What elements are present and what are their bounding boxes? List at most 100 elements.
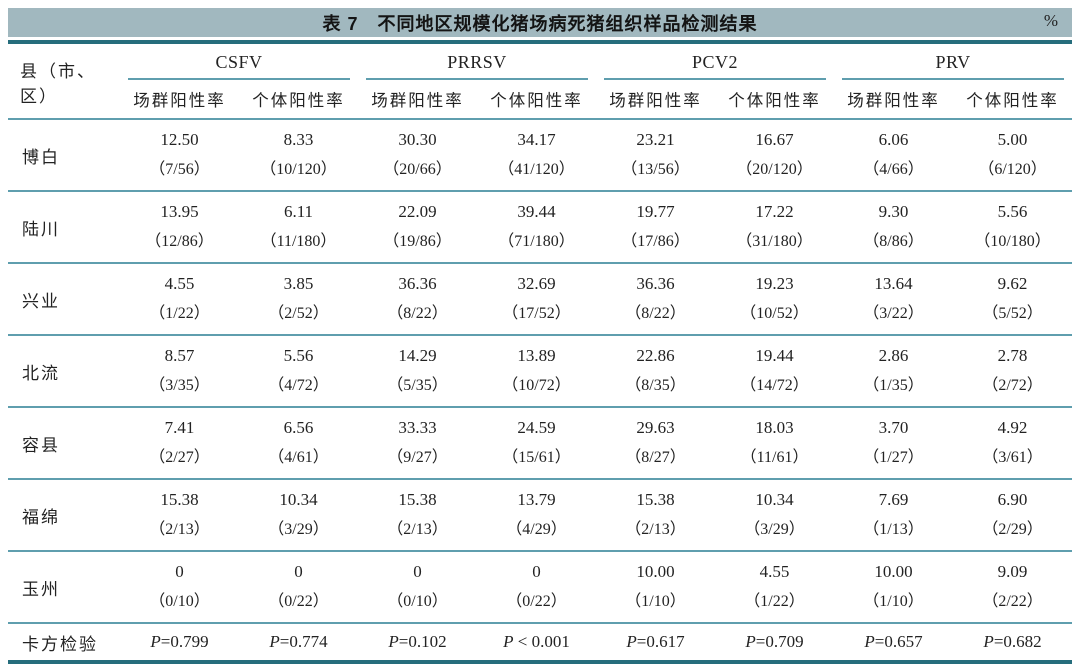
data-cell: 19.44 （14/72） (715, 335, 835, 408)
data-cell: 10.00 （1/10） (834, 551, 954, 624)
p-value-cell: P=0.682 (953, 623, 1073, 664)
data-cell: 4.55 （1/22） (715, 551, 835, 624)
data-cell: 4.92 （3/61） (953, 407, 1073, 480)
subheader: 场群阳性率 (596, 80, 716, 120)
data-cell: 5.00 （6/120） (953, 119, 1073, 192)
subheader: 场群阳性率 (358, 80, 477, 120)
data-cell: 14.29 （5/35） (358, 335, 477, 408)
virus-group-header-row: 县（市、区） CSFV PRRSV PCV2 PRV (8, 46, 1072, 120)
region-label: 玉州 (8, 551, 120, 624)
chi-square-row: 卡方检验 P=0.799 P=0.774 P=0.102 P < 0.001 P… (8, 623, 1073, 664)
region-label: 兴业 (8, 263, 120, 336)
table-row-yuzhou: 玉州 0 （0/10） 0 （0/22） 0 （0/10） 0 （0/22） 10.00… (8, 551, 1073, 624)
group-underline (128, 78, 350, 80)
region-label: 容县 (8, 407, 120, 480)
data-cell: 0 （0/22） (239, 551, 358, 624)
table-row-fumian: 福绵 15.38 （2/13） 10.34 （3/29） 15.38 （2/13） 1… (8, 479, 1073, 552)
data-cell: 23.21 （13/56） (596, 119, 716, 192)
data-cell: 13.79 （4/29） (477, 479, 597, 552)
data-cell: 36.36 （8/22） (358, 263, 477, 336)
data-cell: 10.34 （3/29） (715, 479, 835, 552)
data-cell: 9.09 （2/22） (953, 551, 1073, 624)
group-underline (366, 78, 589, 80)
data-cell: 19.23 （10/52） (715, 263, 835, 336)
data-cell: 4.55 （1/22） (120, 263, 239, 336)
p-value-cell: P=0.774 (239, 623, 358, 664)
detection-results-table: 县（市、区） CSFV PRRSV PCV2 PRV 场群阳性率 个体阳性率 场… (8, 46, 1073, 664)
data-cell: 7.69 （1/13） (834, 479, 954, 552)
top-rule-divider (8, 40, 1072, 44)
data-cell: 8.57 （3/35） (120, 335, 239, 408)
rate-type-header-row: 场群阳性率 个体阳性率 场群阳性率 个体阳性率 场群阳性率 个体阳性率 场群阳性… (8, 80, 1073, 120)
data-cell: 6.11 （11/180） (239, 191, 358, 264)
data-cell: 6.56 （4/61） (239, 407, 358, 480)
p-value-cell: P=0.799 (120, 623, 239, 664)
data-cell: 29.63 （8/27） (596, 407, 716, 480)
p-value-cell: P=0.657 (834, 623, 954, 664)
subheader: 个体阳性率 (477, 80, 597, 120)
table-row-xingye: 兴业 4.55 （1/22） 3.85 （2/52） 36.36 （8/22） 32.… (8, 263, 1073, 336)
data-cell: 2.78 （2/72） (953, 335, 1073, 408)
region-label: 博白 (8, 119, 120, 192)
data-cell: 19.77 （17/86） (596, 191, 716, 264)
p-value-cell: P=0.617 (596, 623, 716, 664)
data-cell: 9.30 （8/86） (834, 191, 954, 264)
region-label: 北流 (8, 335, 120, 408)
table-title-bar: 表 7 不同地区规模化猪场病死猪组织样品检测结果 % (8, 8, 1072, 37)
p-value-cell: P < 0.001 (477, 623, 597, 664)
data-cell: 13.89 （10/72） (477, 335, 597, 408)
data-cell: 2.86 （1/35） (834, 335, 954, 408)
data-cell: 5.56 （4/72） (239, 335, 358, 408)
data-cell: 15.38 （2/13） (596, 479, 716, 552)
table-title: 表 7 不同地区规模化猪场病死猪组织样品检测结果 (322, 13, 758, 34)
table-row-rongxian: 容县 7.41 （2/27） 6.56 （4/61） 33.33 （9/27） 24.… (8, 407, 1073, 480)
data-cell: 9.62 （5/52） (953, 263, 1073, 336)
p-value-cell: P=0.709 (715, 623, 835, 664)
subheader: 场群阳性率 (834, 80, 954, 120)
group-underline (842, 78, 1065, 80)
data-cell: 16.67 （20/120） (715, 119, 835, 192)
table-row-bobai: 博白 12.50 （7/56） 8.33 （10/120） 30.30 （20/66）… (8, 119, 1073, 192)
data-cell: 33.33 （9/27） (358, 407, 477, 480)
group-underline (604, 78, 827, 80)
data-cell: 0 （0/10） (358, 551, 477, 624)
data-cell: 15.38 （2/13） (120, 479, 239, 552)
data-cell: 24.59 （15/61） (477, 407, 597, 480)
data-cell: 0 （0/10） (120, 551, 239, 624)
p-value-cell: P=0.102 (358, 623, 477, 664)
group-header-pcv2: PCV2 (596, 46, 834, 80)
data-cell: 12.50 （7/56） (120, 119, 239, 192)
data-cell: 10.34 （3/29） (239, 479, 358, 552)
region-label: 陆川 (8, 191, 120, 264)
group-header-csfv: CSFV (120, 46, 358, 80)
data-cell: 34.17 （41/120） (477, 119, 597, 192)
data-cell: 3.70 （1/27） (834, 407, 954, 480)
data-cell: 15.38 （2/13） (358, 479, 477, 552)
data-cell: 18.03 （11/61） (715, 407, 835, 480)
table-row-luchuan: 陆川 13.95 （12/86） 6.11 （11/180） 22.09 （19/86… (8, 191, 1073, 264)
data-cell: 30.30 （20/66） (358, 119, 477, 192)
data-cell: 6.90 （2/29） (953, 479, 1073, 552)
data-cell: 22.09 （19/86） (358, 191, 477, 264)
data-cell: 10.00 （1/10） (596, 551, 716, 624)
data-cell: 6.06 （4/66） (834, 119, 954, 192)
data-cell: 36.36 （8/22） (596, 263, 716, 336)
data-cell: 13.95 （12/86） (120, 191, 239, 264)
data-cell: 5.56 （10/180） (953, 191, 1073, 264)
region-column-header: 县（市、区） (8, 46, 120, 120)
group-header-prrsv: PRRSV (358, 46, 596, 80)
unit-label: % (1043, 11, 1058, 30)
table-row-beiliu: 北流 8.57 （3/35） 5.56 （4/72） 14.29 （5/35） 13.… (8, 335, 1073, 408)
data-cell: 17.22 （31/180） (715, 191, 835, 264)
data-cell: 8.33 （10/120） (239, 119, 358, 192)
subheader: 个体阳性率 (953, 80, 1073, 120)
data-cell: 32.69 （17/52） (477, 263, 597, 336)
data-cell: 39.44 （71/180） (477, 191, 597, 264)
data-cell: 0 （0/22） (477, 551, 597, 624)
data-cell: 22.86 （8/35） (596, 335, 716, 408)
group-header-prv: PRV (834, 46, 1072, 80)
subheader: 场群阳性率 (120, 80, 239, 120)
subheader: 个体阳性率 (715, 80, 835, 120)
data-cell: 3.85 （2/52） (239, 263, 358, 336)
